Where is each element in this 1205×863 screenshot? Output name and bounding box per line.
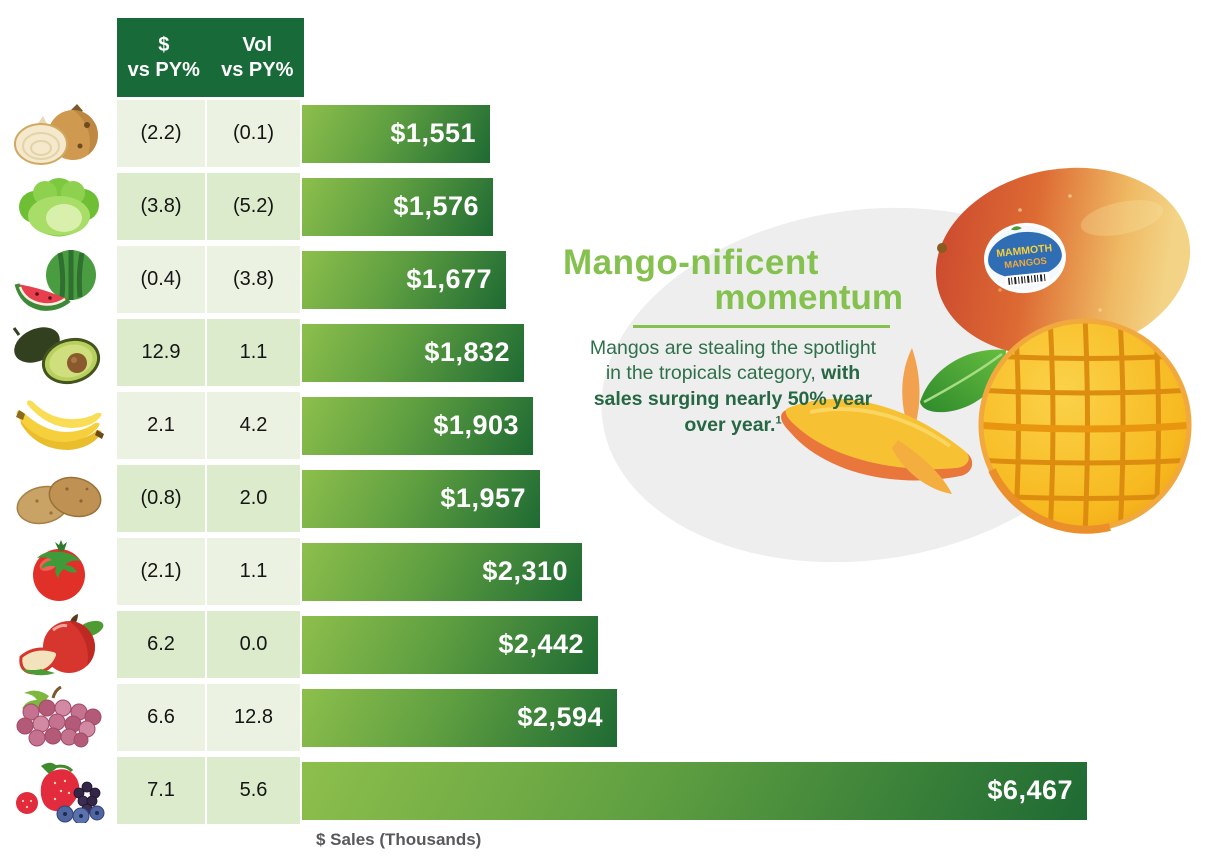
dollar-vs-py-value: 6.6 [117,684,205,751]
table-row: (3.8) (5.2) $1,576 [0,173,1087,240]
sales-value-label: $6,467 [987,775,1073,805]
dollar-vs-py-value: 12.9 [117,319,205,386]
dollar-header-line2: vs PY% [127,58,200,81]
dollar-vs-py-value: (2.1) [117,538,205,605]
table-row: (2.1) 1.1 $2,310 [0,538,1087,605]
table-row: (0.4) (3.8) $1,677 [0,246,1087,313]
sticker-line2: MANGOS [1004,256,1048,271]
sales-value-label: $1,903 [433,410,519,440]
avocado-icon [0,319,117,386]
callout-underline [633,325,890,328]
vol-vs-py-header: Vol vs PY% [211,18,305,97]
sales-bar: $1,957 [302,469,540,528]
vol-vs-py-value: 2.0 [207,465,300,532]
vol-vs-py-value: 4.2 [207,392,300,459]
footnote-marker: 1 [775,414,782,427]
cut-mango [978,318,1192,534]
dollar-vs-py-value: 6.2 [117,611,205,678]
vol-header-line2: vs PY% [221,58,294,81]
mango-illustration: MAMMOTH MANGOS [781,167,1192,534]
mango-sticker: MAMMOTH MANGOS [984,222,1066,294]
callout-title-line2: momentum [714,278,903,317]
callout-body-line: over year.1 [684,414,782,437]
banana-icon [0,392,117,459]
grapes-icon [0,684,117,751]
sales-bar: $1,832 [302,323,524,382]
lettuce-icon [0,173,117,240]
table-row: 7.1 5.6 $6,467 [0,757,1087,824]
sales-value-label: $2,594 [517,702,603,732]
vol-vs-py-value: 5.6 [207,757,300,824]
onion-icon [0,100,117,167]
vol-vs-py-value: 0.0 [207,611,300,678]
callout-body-line: in the tropicals category, with [605,362,861,385]
tomato-icon [0,538,117,605]
dollar-vs-py-header: $ vs PY% [117,18,211,97]
x-axis-label: $ Sales (Thousands) [316,830,482,849]
table-row: 6.2 0.0 $2,442 [0,611,1087,678]
berries-icon [0,757,117,824]
dollar-vs-py-value: 2.1 [117,392,205,459]
apple-icon [0,611,117,678]
sticker-barcode [1004,271,1050,287]
table-row: 12.9 1.1 $1,832 [0,319,1087,386]
table-row: 6.6 12.8 $2,594 [0,684,1087,751]
sales-bar: $2,594 [302,688,617,747]
sales-value-label: $1,957 [440,483,526,513]
sales-value-label: $2,310 [482,556,568,586]
sticker-line1: MAMMOTH [996,242,1053,260]
sales-bar: $2,442 [302,615,598,674]
vol-vs-py-value: (3.8) [207,246,300,313]
vol-vs-py-value: 1.1 [207,538,300,605]
vol-vs-py-value: (5.2) [207,173,300,240]
mango-leaf [920,349,1006,413]
table-row: (2.2) (0.1) $1,551 [0,100,1087,167]
dollar-vs-py-value: (0.4) [117,246,205,313]
table-header: $ vs PY% Vol vs PY% [117,18,304,97]
dollar-vs-py-value: (0.8) [117,465,205,532]
sales-bar: $1,551 [302,104,490,163]
dollar-vs-py-value: (2.2) [117,100,205,167]
vol-vs-py-value: (0.1) [207,100,300,167]
table-row: (0.8) 2.0 $1,957 [0,465,1087,532]
mango-slice-small [902,348,920,436]
callout-body-line: sales surging nearly 50% year [593,388,873,411]
sales-bar: $1,576 [302,177,493,236]
watermelon-icon [0,246,117,313]
mango-slice-bottom [892,440,952,494]
sales-value-label: $1,832 [424,337,510,367]
chart-rows: (2.2) (0.1) $1,551 (3.8) (5.2) $1,576 (0… [0,100,1087,830]
callout-title-line1: Mango-nificent [563,243,819,282]
sales-bar: $1,677 [302,250,506,309]
sales-value-label: $1,677 [406,264,492,294]
dollar-header-line1: $ [158,33,170,56]
dollar-vs-py-value: (3.8) [117,173,205,240]
mango-callout: Mango-nificent momentum Mangos are steal… [563,243,903,439]
potato-icon [0,465,117,532]
callout-body: Mangos are stealing the spotlight in the… [551,336,915,440]
sales-value-label: $1,576 [393,191,479,221]
dollar-vs-py-value: 7.1 [117,757,205,824]
sales-bar: $1,903 [302,396,533,455]
table-row: 2.1 4.2 $1,903 [0,392,1087,459]
sales-bar: $6,467 [302,761,1087,820]
vol-vs-py-value: 12.8 [207,684,300,751]
sales-bar: $2,310 [302,542,582,601]
sales-value-label: $1,551 [390,118,476,148]
callout-body-line: Mangos are stealing the spotlight [589,336,877,359]
vol-vs-py-value: 1.1 [207,319,300,386]
sales-value-label: $2,442 [498,629,584,659]
vol-header-line1: Vol [242,33,273,56]
